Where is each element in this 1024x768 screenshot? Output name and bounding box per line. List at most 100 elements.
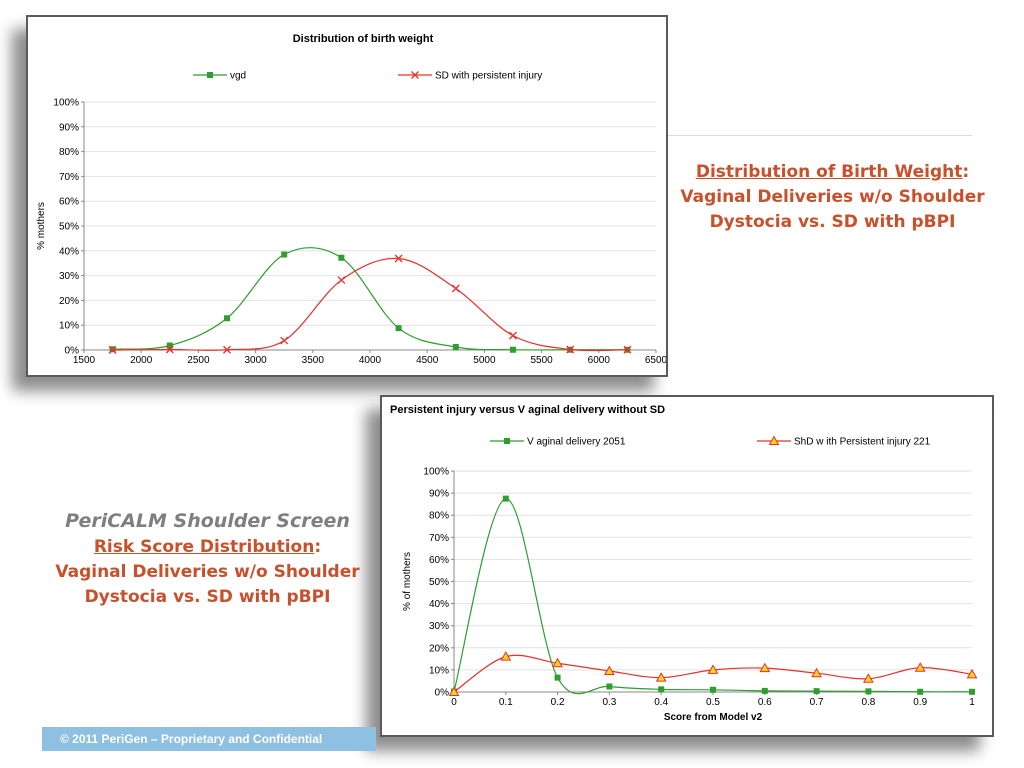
y-tick-label: 30% <box>429 621 449 632</box>
x-axis-label: Score from Model v2 <box>664 712 763 723</box>
risk-score-chart: Persistent injury versus V aginal delive… <box>380 395 994 737</box>
risk-score-chart-svg: Persistent injury versus V aginal delive… <box>390 404 978 723</box>
legend-marker <box>207 72 213 78</box>
legend-marker <box>411 71 419 79</box>
caption-heading: Distribution of Birth Weight <box>695 162 963 182</box>
legend-marker-stroke <box>411 71 419 79</box>
x-tick-label: 0.2 <box>551 697 565 708</box>
y-tick-label: 100% <box>423 467 449 478</box>
data-point-series-2 <box>863 673 874 683</box>
x-tick-label: 4000 <box>359 355 382 366</box>
legend-label: vgd <box>230 71 246 82</box>
data-point-series-2-stroke <box>394 254 403 263</box>
data-point-series-2 <box>623 345 632 354</box>
data-point-series-2 <box>655 672 667 682</box>
y-tick-label: 80% <box>429 511 449 522</box>
y-tick-label: 50% <box>429 577 449 588</box>
y-tick-label: 80% <box>59 147 79 158</box>
y-tick-label: 90% <box>429 489 449 500</box>
caption-line: Dystocia vs. SD with pBPI <box>709 212 956 232</box>
series-line-2 <box>112 257 628 352</box>
legend-marker <box>768 435 780 445</box>
x-tick-label: 5500 <box>530 355 553 366</box>
legend-label: V aginal delivery 2051 <box>527 437 626 448</box>
legend-marker <box>504 438 510 444</box>
data-point-series-1 <box>710 686 716 693</box>
y-tick-label: 10% <box>59 321 79 332</box>
caption-line: Dystocia vs. SD with pBPI <box>84 587 331 607</box>
x-tick-label: 0.8 <box>861 697 875 708</box>
data-point-series-2 <box>280 336 289 345</box>
data-point-series-1 <box>166 342 173 349</box>
x-tick-label: 5000 <box>473 355 496 366</box>
data-point-series-1 <box>281 251 288 258</box>
caption-heading: Risk Score Distribution <box>93 537 315 557</box>
y-tick-label: 10% <box>429 665 449 676</box>
data-point-series-2 <box>759 662 771 673</box>
x-tick-label: 1 <box>969 697 975 708</box>
birth-weight-chart-svg: Distribution of birth weight 0% 10% 20% 30% 4… <box>36 33 666 366</box>
data-point-series-2-stroke <box>337 276 346 285</box>
data-point-series-2 <box>448 686 460 696</box>
data-point-series-2 <box>223 345 231 354</box>
y-tick-label: 90% <box>59 122 79 133</box>
data-point-series-2 <box>966 668 978 679</box>
data-point-series-2-stroke <box>451 284 460 293</box>
y-tick-label: 70% <box>429 533 449 544</box>
data-point-series-1 <box>224 315 230 322</box>
data-point-series-1 <box>761 687 768 694</box>
y-tick-label: 30% <box>59 271 79 282</box>
data-point-series-2 <box>552 657 563 668</box>
data-point-series-1 <box>554 674 561 681</box>
data-point-series-2-stroke <box>509 331 517 340</box>
data-point-series-2 <box>707 664 719 674</box>
y-tick-label: 0% <box>65 346 80 357</box>
data-point-series-2 <box>566 345 575 354</box>
x-tick-label: 2500 <box>187 355 210 366</box>
x-tick-label: 4500 <box>416 355 439 366</box>
x-tick-label: 0.3 <box>602 697 616 708</box>
y-tick-label: 40% <box>429 599 449 610</box>
y-tick-label: 20% <box>59 296 79 307</box>
data-point-series-2-stroke <box>108 346 117 354</box>
y-tick-label: 50% <box>59 222 79 233</box>
x-tick-label: 6000 <box>588 355 611 366</box>
data-point-series-2 <box>165 345 174 354</box>
data-point-series-2 <box>811 667 822 678</box>
legend-label: SD with persistent injury <box>435 71 542 82</box>
y-axis-label: % of mothers <box>402 552 413 611</box>
series-line-1 <box>112 247 628 351</box>
data-point-series-2 <box>451 284 460 293</box>
x-tick-label: 1500 <box>73 355 96 366</box>
y-tick-label: 60% <box>59 197 79 208</box>
x-tick-label: 2000 <box>130 355 153 366</box>
x-tick-label: 0.9 <box>913 697 927 708</box>
caption-line: Vaginal Deliveries w/o Shoulder <box>680 187 985 207</box>
data-point-series-1 <box>865 688 872 695</box>
caption-line: Vaginal Deliveries w/o Shoulder <box>55 562 360 582</box>
data-point-series-2-stroke <box>566 345 575 354</box>
y-tick-label: 40% <box>59 246 79 257</box>
x-tick-label: 0.1 <box>499 697 513 708</box>
x-tick-label: 0.6 <box>758 697 772 708</box>
data-point-series-1 <box>452 344 459 351</box>
y-axis-label: % mothers <box>36 202 47 250</box>
caption-title: PeriCALM Shoulder Screen <box>65 510 350 532</box>
y-tick-label: 20% <box>429 643 449 654</box>
data-point-series-2-stroke <box>280 336 289 345</box>
data-point-series-2-stroke <box>223 345 231 354</box>
y-tick-label: 70% <box>59 172 79 183</box>
x-tick-label: 0.4 <box>654 697 668 708</box>
data-point-series-1 <box>917 688 924 695</box>
data-point-series-1 <box>813 688 820 695</box>
data-point-series-2 <box>337 276 346 285</box>
chart-title: Persistent injury versus V aginal delive… <box>390 404 665 416</box>
x-tick-label: 0.7 <box>810 697 824 708</box>
data-point-series-2 <box>509 331 517 340</box>
data-point-series-1 <box>969 688 975 695</box>
divider-line <box>600 135 972 136</box>
footer-banner: © 2011 PeriGen – Proprietary and Confide… <box>42 727 376 751</box>
data-point-series-1 <box>395 325 402 332</box>
data-point-series-2 <box>108 346 117 354</box>
data-point-series-2-stroke <box>165 345 174 354</box>
